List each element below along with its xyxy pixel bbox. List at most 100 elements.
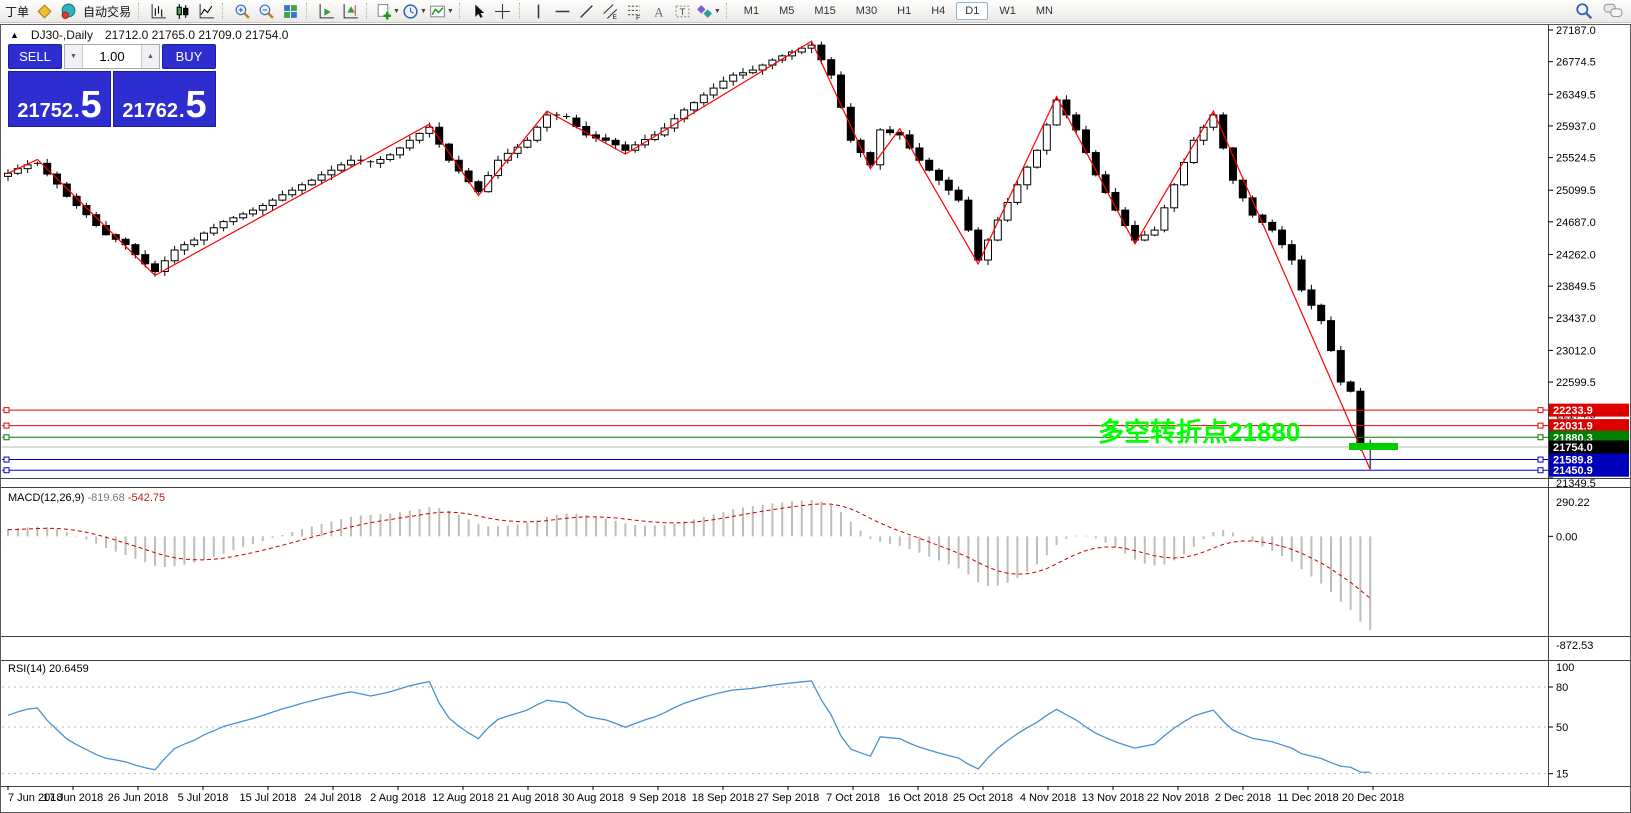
- chart-ohlc-values: 21712.0 21765.0 21709.0 21754.0: [104, 28, 289, 42]
- candle-body: [1013, 184, 1022, 203]
- date-label: 9 Sep 2018: [630, 792, 686, 804]
- buy-button[interactable]: BUY: [162, 44, 216, 69]
- candle-body: [62, 183, 71, 197]
- price-label-badge: [1549, 463, 1629, 477]
- candle-body: [1287, 244, 1296, 261]
- candle-body: [935, 169, 943, 181]
- candle-body: [964, 199, 973, 231]
- arrows-button[interactable]: ▼: [696, 1, 721, 21]
- candle-body: [1072, 114, 1081, 131]
- candle-body: [601, 137, 610, 141]
- candle-body: [690, 102, 698, 111]
- line-handle[interactable]: [1537, 434, 1544, 441]
- equidistant-channel-icon: E: [603, 3, 618, 20]
- line-chart-icon: [199, 3, 214, 18]
- text-button[interactable]: A: [648, 1, 670, 21]
- chart-shift-button[interactable]: [339, 1, 361, 21]
- candle-body: [954, 189, 963, 201]
- vertical-line-icon: [538, 4, 540, 18]
- one-click-trading-panel: SELL ▼ 1.00 ▲ BUY 21752. 5 21762. 5: [8, 44, 216, 127]
- chat-icon[interactable]: [1603, 2, 1623, 20]
- trendline-button[interactable]: [576, 1, 598, 21]
- horizontal-line-icon: [555, 10, 570, 12]
- vertical-line-button[interactable]: [528, 1, 550, 21]
- zoom-out-button[interactable]: [255, 1, 277, 21]
- timeframe-m30[interactable]: M30: [855, 5, 878, 17]
- candle-body: [827, 59, 836, 76]
- timeframe-m5[interactable]: M5: [779, 5, 795, 17]
- price-tick-label: 21349.5: [1556, 478, 1596, 490]
- buy-price[interactable]: 21762. 5: [113, 71, 216, 127]
- candle-body: [866, 152, 875, 166]
- new-order-icon[interactable]: [33, 1, 55, 21]
- zoom-in-button[interactable]: [231, 1, 253, 21]
- price-tick-label: 24262.0: [1556, 249, 1596, 261]
- line-handle[interactable]: [1537, 407, 1544, 414]
- tile-windows-button[interactable]: [279, 1, 301, 21]
- crosshair-button[interactable]: [492, 1, 514, 21]
- candle-body: [141, 254, 150, 265]
- timeframe-m15[interactable]: M15: [814, 5, 836, 17]
- candle-body: [1307, 289, 1316, 306]
- candle-body: [543, 114, 551, 128]
- candle-body: [160, 260, 169, 273]
- autotrade-icon[interactable]: [57, 1, 79, 21]
- fibonacci-button[interactable]: F: [624, 1, 646, 21]
- indicators-button[interactable]: ▼: [429, 1, 454, 21]
- auto-scroll-button[interactable]: [315, 1, 337, 21]
- chevron-down-icon: ▼: [419, 7, 427, 15]
- toolbar-separator: [458, 3, 463, 19]
- turning-point-marker[interactable]: [1349, 442, 1398, 450]
- period-button[interactable]: ▼: [402, 1, 427, 21]
- timeframe-h1[interactable]: H1: [897, 5, 912, 17]
- svg-text:T: T: [680, 7, 686, 18]
- price-tick-label: 23849.5: [1556, 281, 1596, 293]
- line-handle[interactable]: [3, 456, 10, 463]
- candle-body: [200, 232, 208, 241]
- search-icon[interactable]: [1575, 2, 1593, 20]
- sell-price[interactable]: 21752. 5: [8, 71, 111, 127]
- price-label-badge: [1549, 453, 1629, 467]
- timeframe-h4[interactable]: H4: [931, 5, 946, 17]
- line-handle[interactable]: [1537, 422, 1544, 429]
- bar-chart-button[interactable]: [147, 1, 169, 21]
- timeframe-d1[interactable]: D1: [956, 2, 989, 20]
- candle-body: [317, 174, 326, 181]
- new-order-button[interactable]: 丁单: [5, 4, 30, 19]
- horizontal-line-button[interactable]: [552, 1, 574, 21]
- line-handle[interactable]: [3, 467, 10, 474]
- date-label: 7 Jun 2018: [8, 792, 62, 804]
- timeframe-mn[interactable]: MN: [1035, 5, 1053, 17]
- volume-increase-button[interactable]: ▲: [141, 45, 159, 68]
- turning-point-annotation[interactable]: 多空转折点21880: [1098, 417, 1300, 447]
- channel-button[interactable]: E: [600, 1, 622, 21]
- candle-body: [572, 117, 581, 127]
- candle-body: [807, 44, 816, 49]
- line-chart-button[interactable]: [195, 1, 217, 21]
- new-chart-button[interactable]: ▼: [375, 1, 400, 21]
- candle-body: [915, 147, 924, 161]
- candle-body: [1199, 126, 1208, 141]
- line-handle[interactable]: [1537, 456, 1544, 463]
- macd-axis-zero: 0.00: [1556, 531, 1577, 543]
- cursor-button[interactable]: [468, 1, 490, 21]
- candle-body: [1160, 207, 1169, 231]
- text-label-button[interactable]: T: [672, 1, 694, 21]
- volume-stepper[interactable]: ▼ 1.00 ▲: [64, 44, 160, 69]
- timeframe-w1[interactable]: W1: [999, 5, 1016, 17]
- line-handle[interactable]: [3, 407, 10, 414]
- autotrade-button[interactable]: 自动交易: [83, 4, 132, 19]
- timeframe-m1[interactable]: M1: [743, 5, 760, 17]
- zigzag-line: [7, 40, 1371, 470]
- volume-decrease-button[interactable]: ▼: [65, 45, 83, 68]
- candle-body: [621, 144, 630, 151]
- sell-button[interactable]: SELL: [8, 44, 62, 69]
- collapse-triangle-icon[interactable]: ▲: [10, 30, 19, 40]
- candlestick-button[interactable]: [171, 1, 193, 21]
- line-handle[interactable]: [3, 434, 10, 441]
- line-handle[interactable]: [3, 422, 10, 429]
- indicator-layers: [2, 500, 1548, 775]
- line-handle[interactable]: [1537, 467, 1544, 474]
- volume-value[interactable]: 1.00: [99, 49, 125, 64]
